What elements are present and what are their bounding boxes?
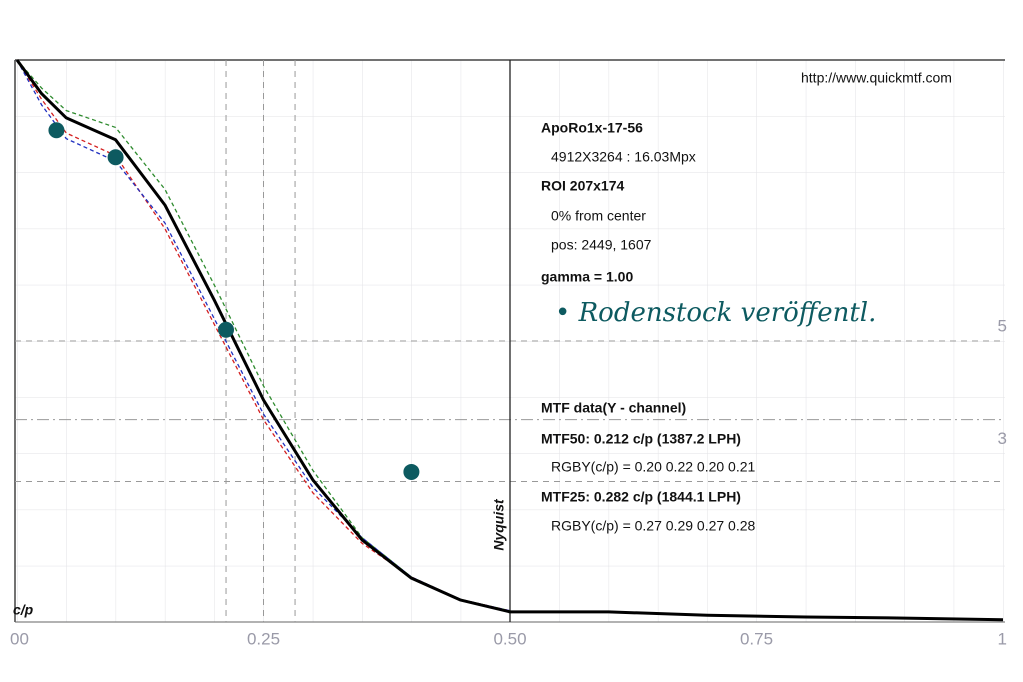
annotation: MTF data(Y - channel) [541,400,686,416]
series-line [15,59,1004,622]
y-tick-label: 3 [998,429,1007,448]
annotation: 0% from center [551,208,646,224]
published-point [403,463,420,480]
plot: Nyquist 00 0.25 0.50 0.75 1 5 3 c/p http://www.qu… [10,59,1007,648]
url: http://www.quickmtf.com [801,70,952,86]
annotation: ApoRo1x-17-56 [541,120,643,136]
annotation: ROI 207x174 [541,178,624,194]
x-tick-label: 0.25 [247,629,280,648]
x-tick-label: 0.50 [493,629,526,648]
nyquist-label: Nyquist [491,498,507,551]
x-tick-label: 00 [10,629,29,648]
x-axis-label: c/p [13,602,34,618]
annotation: 4912X3264 : 16.03Mpx [551,149,696,165]
published-point [48,122,65,139]
annotation: gamma = 1.00 [541,269,633,285]
annotation: RGBY(c/p) = 0.20 0.22 0.20 0.21 [551,459,756,475]
annotation: pos: 2449, 1607 [551,237,652,253]
y-tick-label: 5 [998,316,1007,335]
annotation: RGBY(c/p) = 0.27 0.29 0.27 0.28 [551,518,756,534]
annotation: MTF25: 0.282 c/p (1844.1 LPH) [541,489,741,505]
x-tick-label: 1 [998,629,1007,648]
annotation: • Rodenstock veröffentl. [555,298,876,328]
annotation: MTF50: 0.212 c/p (1387.2 LPH) [541,431,741,447]
published-point [218,321,235,338]
published-point [107,149,124,166]
x-tick-label: 0.75 [740,629,773,648]
